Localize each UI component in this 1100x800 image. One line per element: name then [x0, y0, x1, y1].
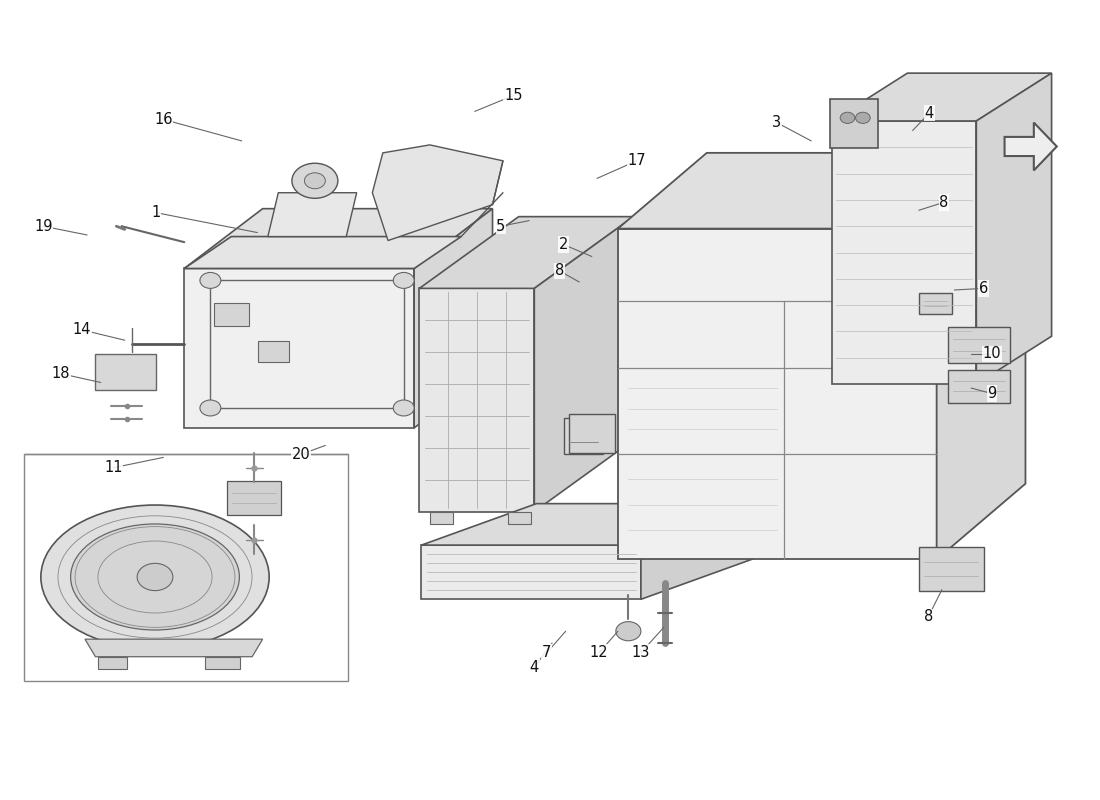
Polygon shape [185, 209, 493, 269]
FancyBboxPatch shape [227, 482, 282, 515]
Circle shape [292, 163, 338, 198]
Text: 8: 8 [924, 610, 933, 624]
Polygon shape [508, 512, 531, 523]
Text: 4: 4 [925, 106, 934, 121]
Ellipse shape [70, 524, 240, 630]
Polygon shape [936, 153, 1025, 559]
Polygon shape [535, 217, 634, 512]
Text: 14: 14 [73, 322, 91, 338]
Polygon shape [430, 512, 453, 523]
FancyBboxPatch shape [918, 293, 953, 314]
Circle shape [305, 173, 326, 189]
Polygon shape [563, 418, 603, 454]
Text: 16: 16 [154, 112, 173, 127]
Text: 9: 9 [988, 386, 997, 401]
Polygon shape [206, 657, 240, 670]
Text: 15: 15 [504, 88, 522, 103]
Text: 20: 20 [292, 446, 310, 462]
FancyBboxPatch shape [830, 98, 878, 148]
Circle shape [138, 563, 173, 590]
FancyBboxPatch shape [948, 326, 1010, 363]
Polygon shape [421, 545, 641, 599]
FancyBboxPatch shape [569, 414, 615, 454]
Polygon shape [415, 209, 493, 428]
Polygon shape [419, 288, 535, 512]
Circle shape [856, 112, 870, 123]
Polygon shape [268, 193, 356, 237]
Polygon shape [98, 657, 126, 670]
FancyBboxPatch shape [918, 546, 983, 591]
Circle shape [200, 400, 221, 416]
Polygon shape [618, 229, 936, 559]
FancyBboxPatch shape [213, 302, 249, 326]
Text: 8: 8 [554, 263, 564, 278]
Polygon shape [832, 73, 1052, 121]
Circle shape [200, 273, 221, 288]
Text: 17: 17 [627, 154, 646, 168]
Text: 5: 5 [496, 218, 506, 234]
Polygon shape [1004, 122, 1057, 170]
Polygon shape [96, 354, 156, 390]
Text: 4: 4 [530, 659, 539, 674]
Text: 12: 12 [590, 646, 608, 660]
Polygon shape [641, 504, 756, 599]
Polygon shape [977, 73, 1052, 384]
Circle shape [840, 112, 855, 123]
Polygon shape [421, 504, 756, 545]
FancyBboxPatch shape [948, 370, 1010, 403]
Text: 2: 2 [559, 237, 569, 252]
Circle shape [394, 273, 415, 288]
Polygon shape [373, 145, 503, 241]
Text: 8: 8 [939, 194, 948, 210]
Text: 19: 19 [34, 218, 53, 234]
Polygon shape [618, 153, 1025, 229]
Text: 1: 1 [152, 205, 161, 220]
Ellipse shape [41, 505, 270, 649]
FancyBboxPatch shape [258, 341, 289, 362]
Text: 13: 13 [631, 646, 650, 660]
Polygon shape [185, 269, 415, 428]
Text: 11: 11 [104, 460, 122, 475]
Polygon shape [185, 237, 461, 269]
Polygon shape [832, 121, 977, 384]
Circle shape [616, 622, 641, 641]
Polygon shape [85, 639, 263, 657]
Text: 3: 3 [772, 115, 781, 130]
Polygon shape [419, 217, 634, 288]
Text: 6: 6 [979, 281, 988, 296]
Text: 7: 7 [542, 646, 551, 660]
Text: 10: 10 [982, 346, 1001, 362]
Text: 18: 18 [52, 366, 70, 381]
Circle shape [394, 400, 415, 416]
